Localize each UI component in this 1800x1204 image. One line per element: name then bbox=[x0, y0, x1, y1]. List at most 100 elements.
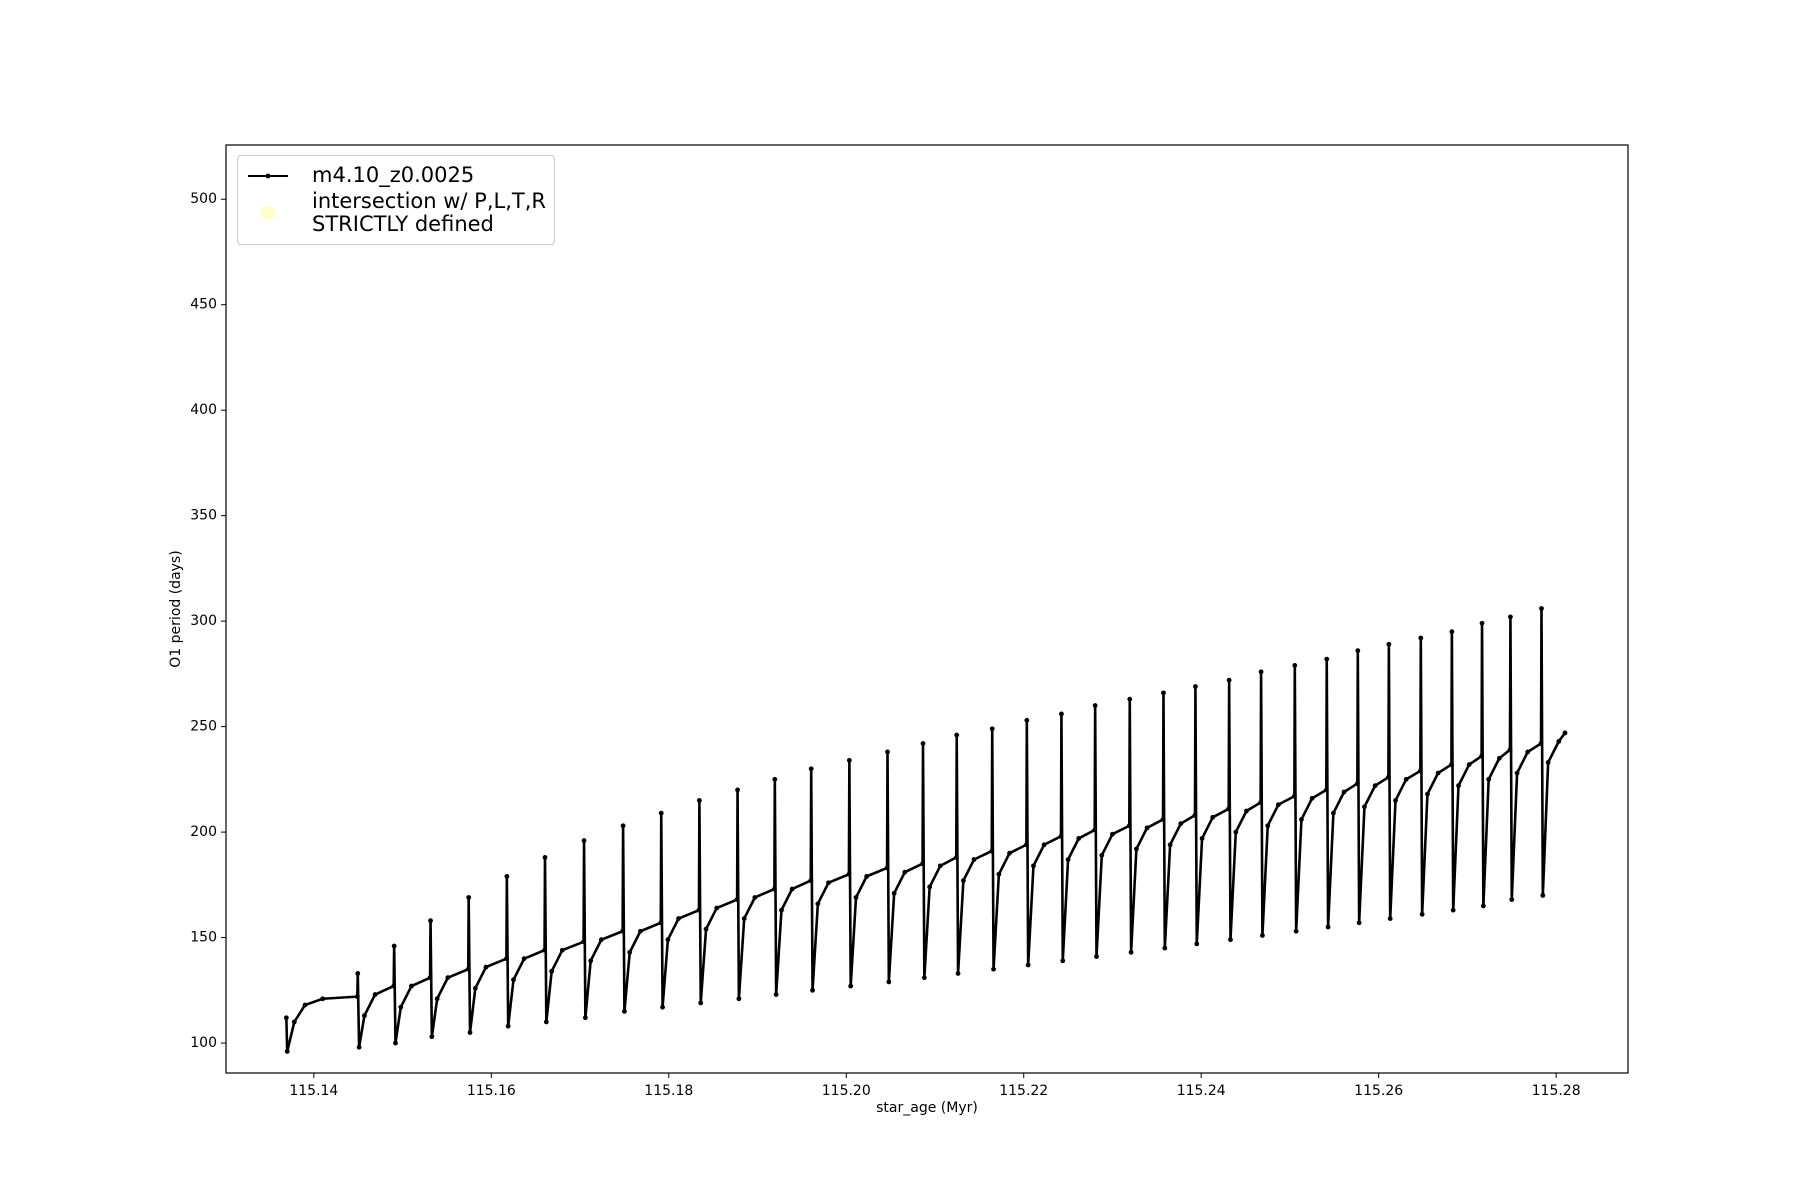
x-tick-label: 115.22 bbox=[999, 1083, 1048, 1099]
data-point bbox=[1425, 791, 1430, 797]
x-tick-label: 115.20 bbox=[822, 1083, 871, 1099]
data-point bbox=[1194, 941, 1200, 947]
legend-label: m4.10_z0.0025 bbox=[312, 163, 475, 188]
data-point bbox=[445, 975, 451, 981]
data-point bbox=[773, 992, 779, 997]
data-point bbox=[826, 880, 831, 886]
data-point bbox=[542, 947, 547, 953]
data-point bbox=[1538, 741, 1544, 746]
data-point bbox=[927, 884, 933, 890]
y-tick-label: 450 bbox=[190, 297, 217, 313]
data-point bbox=[1479, 753, 1484, 759]
data-point bbox=[853, 895, 859, 900]
legend-entry: m4.10_z0.0025 bbox=[246, 164, 546, 188]
legend-key bbox=[248, 173, 288, 179]
x-tick-label: 115.14 bbox=[289, 1083, 338, 1099]
data-point bbox=[1228, 937, 1233, 943]
data-point bbox=[1031, 863, 1036, 869]
data-point bbox=[736, 996, 742, 1002]
data-point bbox=[1362, 804, 1367, 810]
data-point bbox=[1127, 696, 1133, 702]
data-point bbox=[427, 975, 433, 981]
data-point bbox=[1299, 817, 1304, 822]
data-point bbox=[902, 869, 908, 875]
data-point bbox=[428, 918, 433, 924]
data-point bbox=[734, 897, 740, 902]
data-point bbox=[1496, 755, 1502, 761]
data-point bbox=[815, 901, 821, 907]
data-point bbox=[1387, 916, 1393, 921]
y-tick-label: 400 bbox=[190, 402, 217, 418]
legend: m4.10_z0.0025 intersection w/ P,L,T,R STR… bbox=[237, 155, 555, 246]
data-point bbox=[1525, 749, 1531, 755]
data-point bbox=[1456, 783, 1461, 789]
data-point bbox=[465, 966, 471, 972]
legend-marker bbox=[261, 206, 275, 221]
data-point bbox=[741, 916, 747, 921]
data-point bbox=[1331, 810, 1336, 816]
legend-marker bbox=[265, 173, 271, 179]
data-point bbox=[302, 1002, 308, 1008]
y-tick-label: 250 bbox=[190, 719, 217, 735]
data-point bbox=[1060, 958, 1066, 964]
data-point bbox=[1167, 842, 1173, 848]
data-point bbox=[1562, 730, 1568, 736]
data-point bbox=[320, 996, 326, 1002]
data-point bbox=[581, 939, 586, 945]
data-point bbox=[1449, 762, 1454, 767]
data-point bbox=[885, 749, 890, 755]
data-point bbox=[1161, 690, 1166, 696]
data-point bbox=[429, 1034, 435, 1040]
data-point bbox=[735, 787, 740, 793]
data-point bbox=[1386, 774, 1391, 780]
data-point bbox=[1449, 629, 1455, 635]
data-point bbox=[1023, 842, 1029, 848]
data-point bbox=[920, 741, 926, 746]
data-point bbox=[884, 865, 890, 871]
data-point bbox=[696, 798, 702, 803]
y-tick-label: 200 bbox=[190, 824, 217, 840]
data-point bbox=[1509, 897, 1515, 902]
data-point bbox=[1024, 717, 1030, 723]
data-point bbox=[789, 886, 795, 892]
y-tick-label: 100 bbox=[190, 1035, 217, 1051]
data-point bbox=[598, 937, 604, 943]
x-tick-label: 115.18 bbox=[644, 1083, 693, 1099]
data-point bbox=[954, 732, 960, 738]
data-point bbox=[1545, 760, 1551, 765]
data-point bbox=[996, 871, 1002, 877]
x-axis-label: star_age (Myr) bbox=[876, 1100, 978, 1116]
data-point bbox=[483, 964, 489, 970]
data-point bbox=[391, 983, 397, 989]
data-point bbox=[620, 823, 626, 829]
data-point bbox=[1291, 793, 1297, 799]
y-tick-label: 500 bbox=[190, 191, 217, 207]
data-point bbox=[971, 857, 977, 862]
data-point bbox=[1226, 806, 1232, 812]
data-point bbox=[505, 1023, 511, 1029]
data-point bbox=[1292, 663, 1298, 668]
data-point bbox=[588, 958, 594, 964]
legend-key bbox=[261, 206, 275, 221]
data-point bbox=[1479, 620, 1485, 626]
data-point bbox=[1508, 614, 1513, 620]
data-point bbox=[1356, 920, 1362, 926]
data-point bbox=[1418, 635, 1424, 641]
data-point bbox=[1260, 933, 1265, 938]
data-point bbox=[696, 907, 702, 913]
data-point bbox=[1178, 821, 1184, 827]
data-point bbox=[808, 878, 814, 884]
legend-label: intersection w/ P,L,T,R STRICTLY defined bbox=[312, 189, 546, 237]
data-point bbox=[1193, 684, 1198, 689]
data-point bbox=[1094, 954, 1099, 959]
data-point bbox=[772, 776, 778, 782]
data-point bbox=[362, 1013, 367, 1019]
data-point bbox=[1162, 945, 1168, 951]
data-point bbox=[372, 992, 378, 997]
data-point bbox=[1450, 907, 1456, 913]
data-point bbox=[1372, 783, 1378, 789]
data-point bbox=[676, 916, 681, 921]
data-point bbox=[504, 873, 510, 879]
x-tick-label: 115.28 bbox=[1532, 1083, 1581, 1099]
